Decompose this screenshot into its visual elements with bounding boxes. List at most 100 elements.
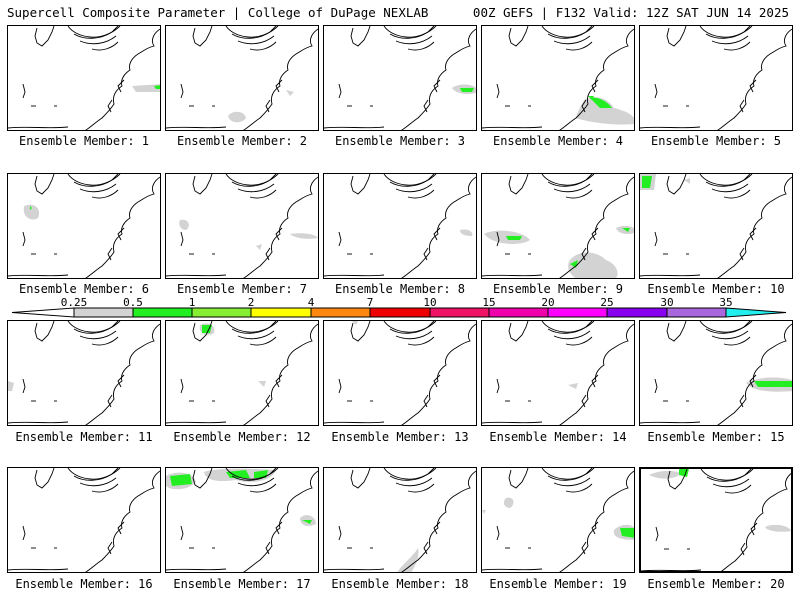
scp-contour-low xyxy=(503,497,514,508)
ensemble-member-map-1[interactable] xyxy=(7,25,161,131)
scp-contour-low xyxy=(460,229,473,236)
coastline xyxy=(237,35,275,45)
scp-contour-low xyxy=(8,381,14,391)
ensemble-member-map-14[interactable] xyxy=(481,320,635,426)
coastline xyxy=(711,330,749,340)
coastline xyxy=(73,174,119,187)
coastline xyxy=(395,183,433,193)
coastline xyxy=(395,477,433,487)
scp-contour-low xyxy=(568,383,578,389)
ensemble-member-map-12[interactable] xyxy=(165,320,319,426)
coastline xyxy=(724,484,752,494)
scp-contour-high xyxy=(590,97,612,108)
coastline xyxy=(242,176,318,278)
coastline xyxy=(496,378,500,394)
scp-contour-high xyxy=(170,474,192,486)
ensemble-member-map-9[interactable] xyxy=(481,173,635,279)
ensemble-member-map-6[interactable] xyxy=(7,173,161,279)
coastline xyxy=(547,468,593,481)
coastline xyxy=(350,468,371,489)
color-scale-tick-label: 15 xyxy=(482,296,496,309)
coastline xyxy=(740,522,758,556)
coastline xyxy=(237,477,275,487)
map-canvas xyxy=(482,26,634,130)
color-scale-tick-label: 30 xyxy=(660,296,674,309)
coastline xyxy=(712,478,750,488)
color-scale-segment xyxy=(310,307,371,318)
coastline xyxy=(91,483,119,493)
ensemble-member-map-4[interactable] xyxy=(481,25,635,131)
ensemble-member-map-18[interactable] xyxy=(323,467,477,573)
ensemble-member-label: Ensemble Member: 11 xyxy=(15,430,153,444)
coastline xyxy=(192,26,213,47)
ensemble-member-map-2[interactable] xyxy=(165,25,319,131)
ensemble-member-map-15[interactable] xyxy=(639,320,793,426)
ensemble-member-map-20[interactable] xyxy=(639,467,793,573)
coastline xyxy=(654,231,658,247)
coastline xyxy=(547,174,593,187)
scp-contour-low xyxy=(397,548,419,572)
coastline xyxy=(249,189,277,199)
coastline xyxy=(400,176,476,278)
coastline xyxy=(265,79,283,113)
color-scale-tick-label: 0.25 xyxy=(60,296,88,309)
color-scale-bar xyxy=(11,307,787,318)
coastline xyxy=(324,126,385,129)
ensemble-member-map-5[interactable] xyxy=(639,25,793,131)
map-canvas xyxy=(482,321,634,425)
color-scale-segment xyxy=(73,307,134,318)
ensemble-member-map-3[interactable] xyxy=(323,25,477,131)
coastline xyxy=(107,79,125,113)
coastline xyxy=(350,26,371,47)
scp-contour-low xyxy=(258,381,266,387)
scp-contour-high xyxy=(679,469,689,477)
ensemble-member-map-10[interactable] xyxy=(639,173,793,279)
coastline xyxy=(547,321,593,334)
coastline xyxy=(8,568,69,571)
coastline xyxy=(654,378,658,394)
ensemble-member-label: Ensemble Member: 8 xyxy=(334,282,466,296)
scp-contour-high xyxy=(254,470,268,478)
scp-contour-low xyxy=(482,510,486,514)
coastline xyxy=(496,231,500,247)
scp-contour-high xyxy=(30,206,32,210)
ensemble-member-map-7[interactable] xyxy=(165,173,319,279)
map-canvas xyxy=(324,321,476,425)
scp-contour-high xyxy=(154,85,160,89)
coastline xyxy=(324,568,385,571)
coastline xyxy=(667,469,688,490)
color-scale-over-arrow xyxy=(725,307,787,318)
ensemble-member-map-13[interactable] xyxy=(323,320,477,426)
coastline xyxy=(482,568,543,571)
coastline xyxy=(705,321,751,334)
coastline xyxy=(324,421,385,424)
scp-contour-low xyxy=(568,252,618,278)
coastline xyxy=(553,477,591,487)
color-scale-tick-label: 10 xyxy=(423,296,437,309)
coastline xyxy=(721,473,791,571)
coastline xyxy=(180,231,184,247)
coastline xyxy=(553,330,591,340)
ensemble-member-map-8[interactable] xyxy=(323,173,477,279)
ensemble-member-map-17[interactable] xyxy=(165,467,319,573)
coastline xyxy=(84,470,160,572)
coastline xyxy=(558,28,634,130)
color-scale-under-arrow xyxy=(11,307,75,318)
scp-contour-high xyxy=(302,520,312,524)
ensemble-member-label: Ensemble Member: 4 xyxy=(492,134,624,148)
ensemble-member-map-11[interactable] xyxy=(7,320,161,426)
coastline xyxy=(400,28,476,130)
ensemble-member-label: Ensemble Member: 6 xyxy=(18,282,150,296)
coastline xyxy=(107,374,125,408)
coastline xyxy=(166,274,227,277)
ensemble-member-map-16[interactable] xyxy=(7,467,161,573)
coastline xyxy=(666,321,687,342)
coastline xyxy=(508,26,529,47)
coastline xyxy=(34,26,55,47)
scp-contour-high xyxy=(588,96,594,100)
ensemble-member-map-19[interactable] xyxy=(481,467,635,573)
coastline xyxy=(166,568,227,571)
coastline xyxy=(581,374,599,408)
coastline xyxy=(231,174,277,187)
coastline xyxy=(581,227,599,261)
